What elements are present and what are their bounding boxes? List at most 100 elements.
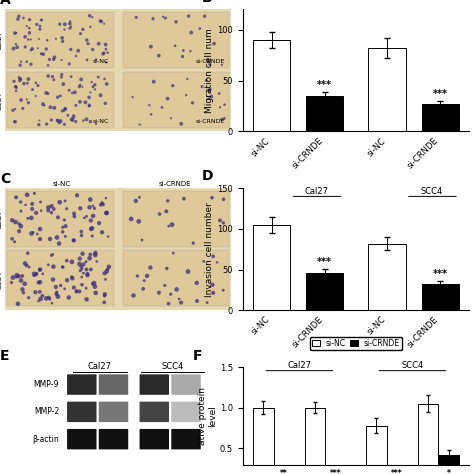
Point [101,100,109,107]
Point [28,230,36,237]
Point [23,22,30,30]
Text: F: F [193,349,202,363]
Point [70,237,78,244]
Point [50,76,58,83]
Point [219,286,227,294]
Bar [418,403,438,474]
Bar [366,426,387,474]
Text: *: * [447,469,451,474]
Point [169,82,176,90]
Point [13,272,21,279]
Point [45,294,53,301]
Point [65,60,73,68]
Point [35,279,42,286]
Point [53,234,61,241]
Text: si-NC: si-NC [92,59,109,64]
Point [215,90,223,97]
Point [129,93,137,101]
Point [67,23,75,30]
Point [184,268,192,275]
Point [14,15,22,23]
Point [17,58,25,65]
Point [80,261,88,268]
Point [73,288,80,296]
Point [41,102,48,109]
Point [92,289,100,297]
Point [98,18,105,25]
Point [76,98,84,106]
Point [167,115,175,122]
Point [61,197,69,205]
Point [89,212,97,220]
Point [103,268,110,275]
Point [57,117,64,125]
Point [136,193,143,201]
Point [46,103,54,111]
Point [98,228,106,236]
Point [71,89,79,96]
Point [64,111,72,119]
Point [85,102,93,110]
Point [61,216,68,224]
Point [37,207,45,214]
Point [61,26,68,33]
Point [24,249,31,257]
Point [202,77,210,84]
Point [220,115,228,122]
Point [79,26,87,33]
Point [89,13,96,21]
Point [87,23,94,31]
Point [25,263,33,271]
Point [91,249,99,257]
Point [147,43,155,50]
Point [23,58,30,65]
Point [124,369,130,375]
Point [210,40,218,47]
Point [68,258,76,265]
Point [17,222,25,230]
Text: SCC4: SCC4 [161,362,183,371]
Point [36,278,44,286]
Point [32,209,40,217]
Text: ***: *** [433,89,448,99]
Point [36,288,44,296]
Text: SCC4: SCC4 [0,92,2,110]
Point [68,116,75,123]
Point [102,275,109,283]
Point [90,279,98,287]
Point [53,289,61,296]
Point [45,72,52,80]
Point [48,300,56,307]
Point [83,272,91,279]
Point [77,76,85,83]
Point [179,53,186,60]
Point [67,73,75,81]
Point [44,36,51,44]
Point [134,272,141,280]
FancyBboxPatch shape [67,374,97,395]
Point [12,40,20,48]
Point [103,80,110,88]
Point [89,46,96,54]
Point [43,295,50,302]
Point [66,18,74,25]
Point [12,87,20,95]
FancyBboxPatch shape [99,401,128,422]
Point [189,99,196,107]
Point [36,235,44,243]
Point [39,100,47,108]
Point [59,264,67,271]
Point [172,18,180,26]
FancyBboxPatch shape [171,429,201,449]
Point [101,270,109,277]
Point [29,86,36,93]
Point [89,202,97,210]
Point [18,272,26,280]
Bar [438,455,459,474]
Point [20,80,27,87]
Text: SCC4: SCC4 [401,361,424,370]
Point [103,209,110,217]
Point [87,118,94,126]
Point [67,46,74,53]
Point [17,75,25,83]
